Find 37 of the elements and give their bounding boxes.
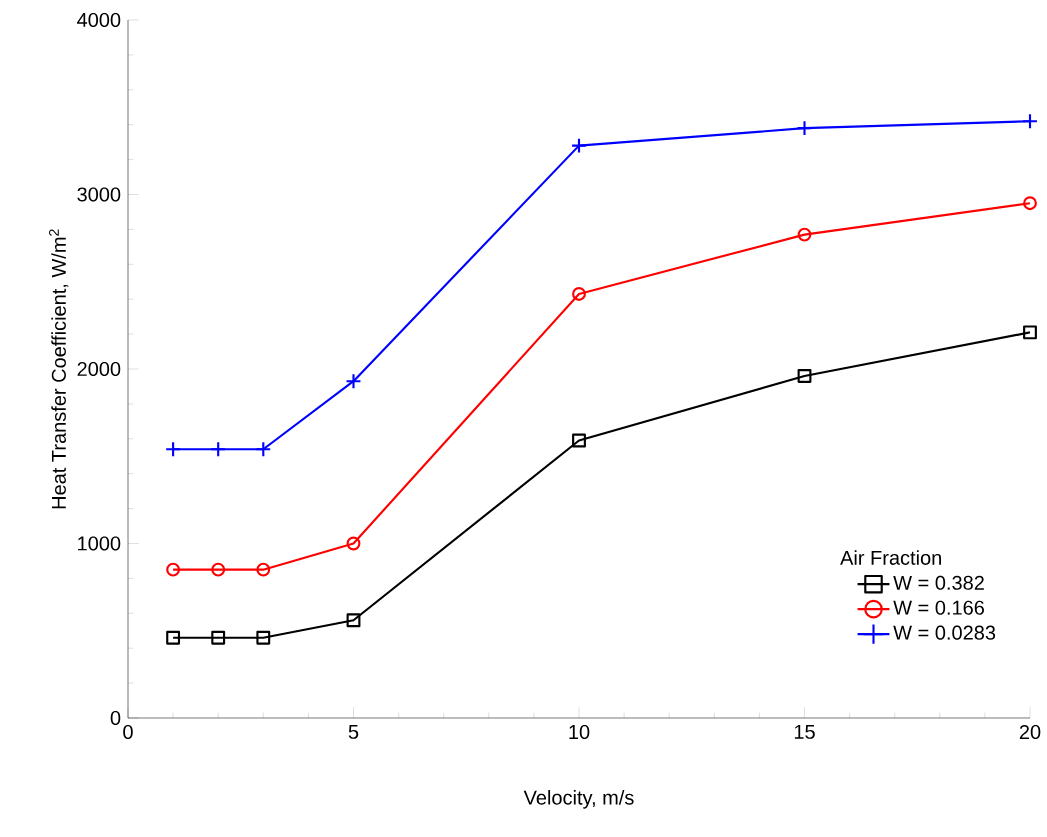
point xyxy=(165,441,182,458)
point xyxy=(572,433,586,448)
point xyxy=(255,441,272,458)
x-tick-label: 0 xyxy=(123,724,133,740)
point xyxy=(210,441,227,458)
point xyxy=(346,613,361,628)
point xyxy=(571,137,588,154)
point xyxy=(211,630,226,645)
y-tick-label: 2000 xyxy=(77,361,121,377)
point xyxy=(211,562,226,577)
legend-label: W = 0.0283 xyxy=(893,625,996,640)
x-tick-label: 20 xyxy=(1019,724,1041,740)
y-tick-label: 1000 xyxy=(78,536,121,551)
point xyxy=(796,120,813,137)
y-tick-label: 0 xyxy=(110,710,121,726)
point xyxy=(345,373,362,390)
point xyxy=(797,369,812,383)
point xyxy=(166,562,181,577)
point xyxy=(572,287,586,301)
y-tick-label: 4000 xyxy=(77,12,121,28)
point xyxy=(256,630,271,645)
x-tick-label: 15 xyxy=(794,724,815,739)
point xyxy=(1023,196,1037,211)
legend-title: Air Fraction xyxy=(840,550,941,565)
y-axis-title: Heat Transfer Coefficient, W/m$^{2}$ xyxy=(49,229,69,509)
x-tick-label: 5 xyxy=(348,724,359,739)
point xyxy=(256,562,271,577)
point xyxy=(346,536,361,551)
x-axis-title: Velocity, m/s xyxy=(523,790,634,809)
legend-label: W = 0.166 xyxy=(893,600,984,615)
point xyxy=(1023,325,1037,340)
point xyxy=(166,630,181,645)
y-tick-label: 3000 xyxy=(77,187,121,202)
point xyxy=(1022,113,1038,130)
legend-label: W = 0.382 xyxy=(893,575,984,590)
x-tick-label: 10 xyxy=(569,724,590,740)
point xyxy=(797,227,812,242)
